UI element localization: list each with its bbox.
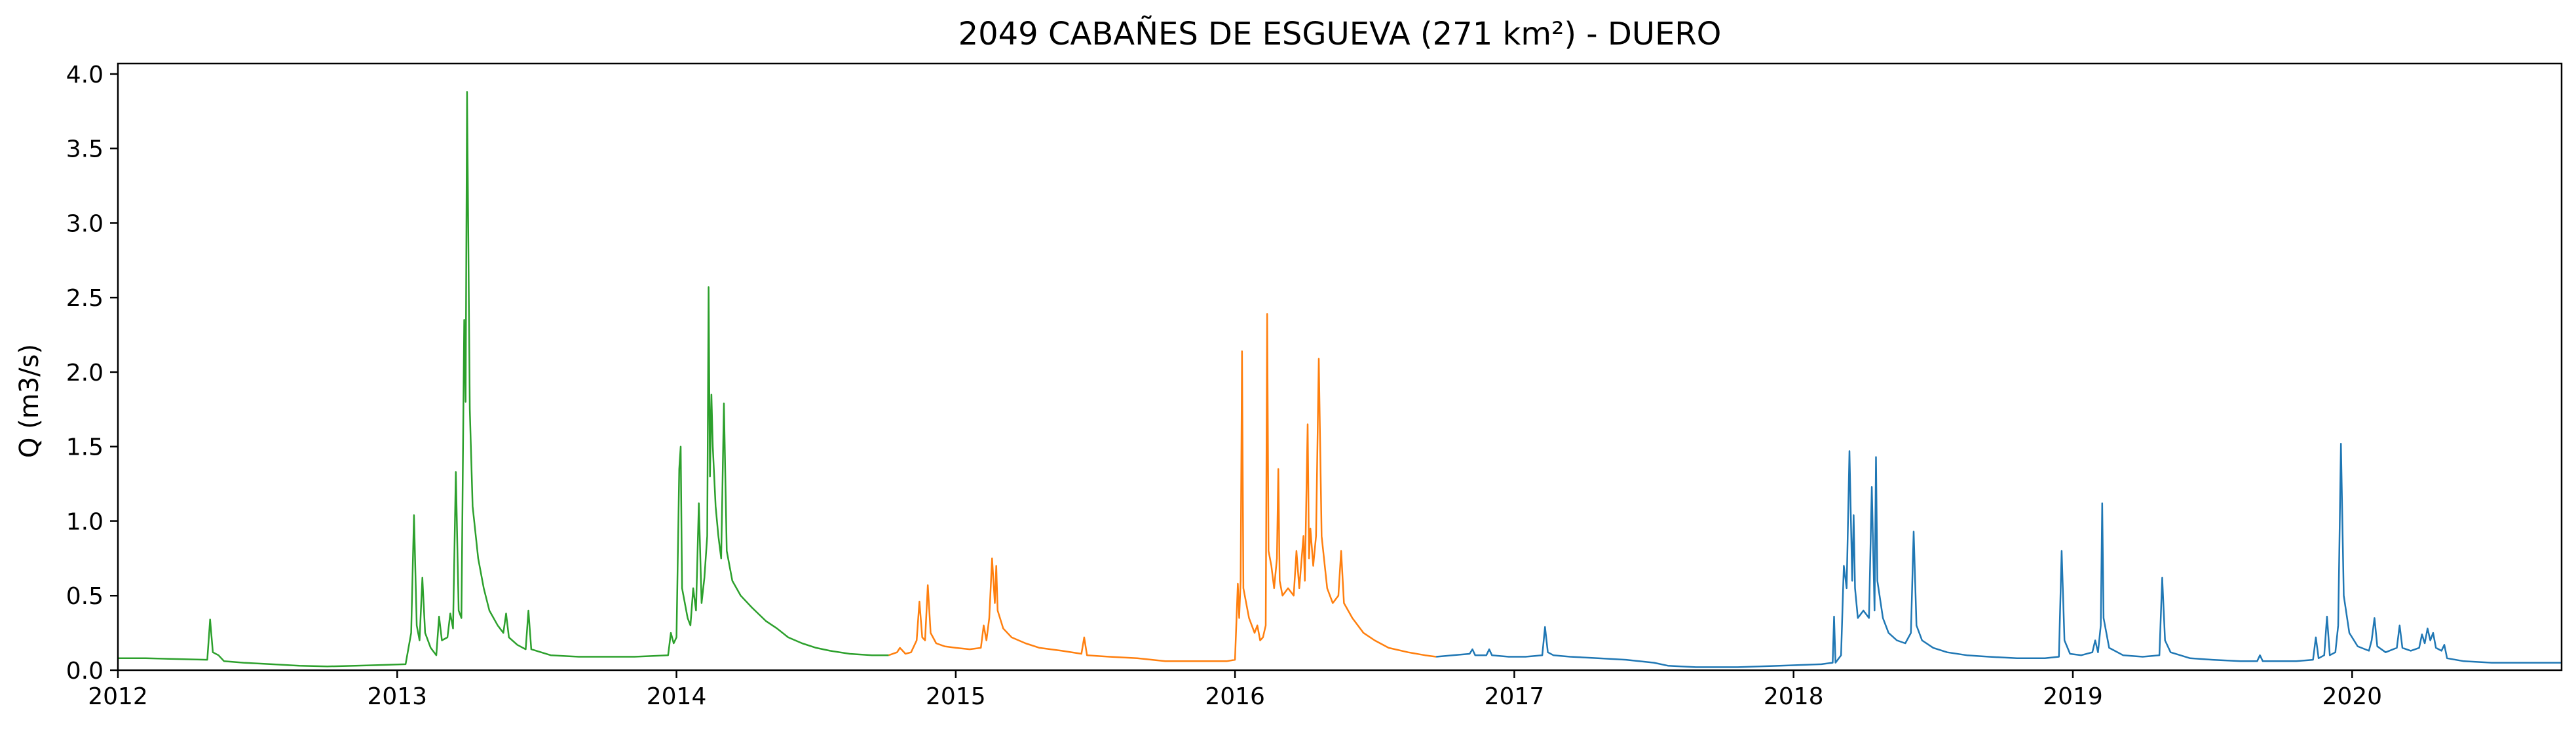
x-tick-label: 2016 — [1205, 683, 1265, 710]
y-tick-label: 2.0 — [66, 360, 104, 387]
series-line-3 — [1435, 442, 2562, 668]
y-tick-label: 1.5 — [66, 434, 104, 461]
x-tick-label: 2020 — [2322, 683, 2382, 710]
x-tick-label: 2017 — [1485, 683, 1545, 710]
y-tick-label: 3.0 — [66, 210, 104, 237]
plot-area-frame — [117, 62, 2563, 671]
y-tick-label: 4.0 — [66, 62, 104, 88]
x-tick-label: 2014 — [647, 683, 707, 710]
series-line-1 — [118, 90, 889, 668]
y-tick-label: 1.0 — [66, 508, 104, 535]
chart-title: 2049 CABAÑES DE ESGUEVA (271 km²) - DUER… — [958, 16, 1722, 52]
y-tick-label: 2.5 — [66, 285, 104, 312]
x-tick-label: 2018 — [1764, 683, 1824, 710]
x-tick-label: 2012 — [88, 683, 148, 710]
y-tick-label: 0.5 — [66, 583, 104, 610]
x-tick-label: 2013 — [367, 683, 427, 710]
y-axis-label: Q (m3/s) — [14, 344, 45, 458]
x-tick-label: 2015 — [926, 683, 986, 710]
y-tick-label: 3.5 — [66, 136, 104, 163]
x-tick-label: 2019 — [2043, 683, 2103, 710]
x-axis: 2012 2013 2014 2015 2016 2017 2018 2019 2020 — [88, 670, 2382, 710]
series-layer — [118, 90, 2562, 668]
y-axis: 0.0 0.5 1.0 1.5 2.0 2.5 3.0 3.5 4.0 — [66, 62, 118, 685]
series-line-2 — [888, 312, 1437, 662]
y-tick-label: 0.0 — [66, 658, 104, 685]
